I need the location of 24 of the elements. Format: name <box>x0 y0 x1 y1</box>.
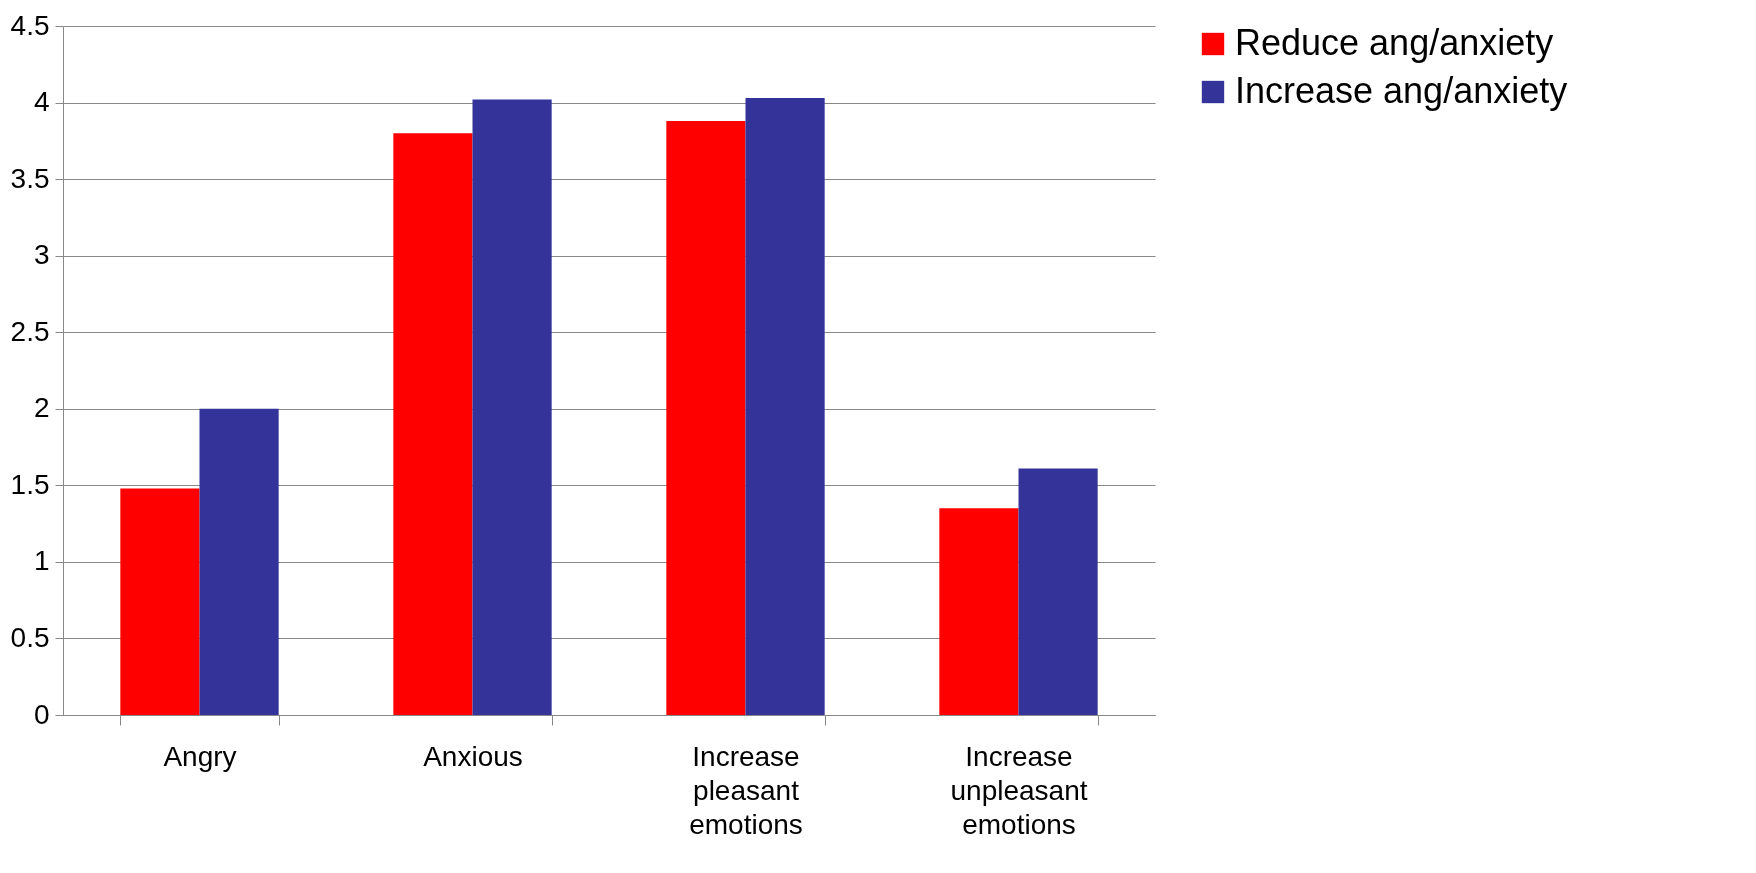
bar <box>199 408 279 715</box>
bar <box>745 97 825 715</box>
y-tick-label: 2 <box>33 392 50 424</box>
x-tick-label: Angry <box>163 740 237 772</box>
x-tick-label: Increase unpleasant emotions <box>950 740 1088 840</box>
bar <box>472 99 552 715</box>
y-tick-label: 1 <box>33 545 50 577</box>
y-tick-label: 4.5 <box>10 9 50 41</box>
y-tick-label: 3 <box>33 239 50 271</box>
x-tick-label: Increase pleasant emotions <box>689 740 803 840</box>
y-tick-label: 1.5 <box>10 468 50 500</box>
y-tick-label: 0.5 <box>10 621 50 653</box>
bar <box>1018 468 1098 715</box>
legend-label: Reduce ang/anxiety <box>1235 22 1554 63</box>
y-tick-label: 0 <box>33 698 50 730</box>
bar <box>939 508 1019 715</box>
legend-label: Increase ang/anxiety <box>1235 70 1568 111</box>
y-tick-label: 2.5 <box>10 315 50 347</box>
bar <box>120 488 200 715</box>
x-tick-label: Anxious <box>423 740 523 772</box>
y-tick-label: 4 <box>33 86 50 118</box>
y-tick-label: 3.5 <box>10 162 50 194</box>
bar <box>393 133 473 715</box>
bar <box>666 120 746 715</box>
